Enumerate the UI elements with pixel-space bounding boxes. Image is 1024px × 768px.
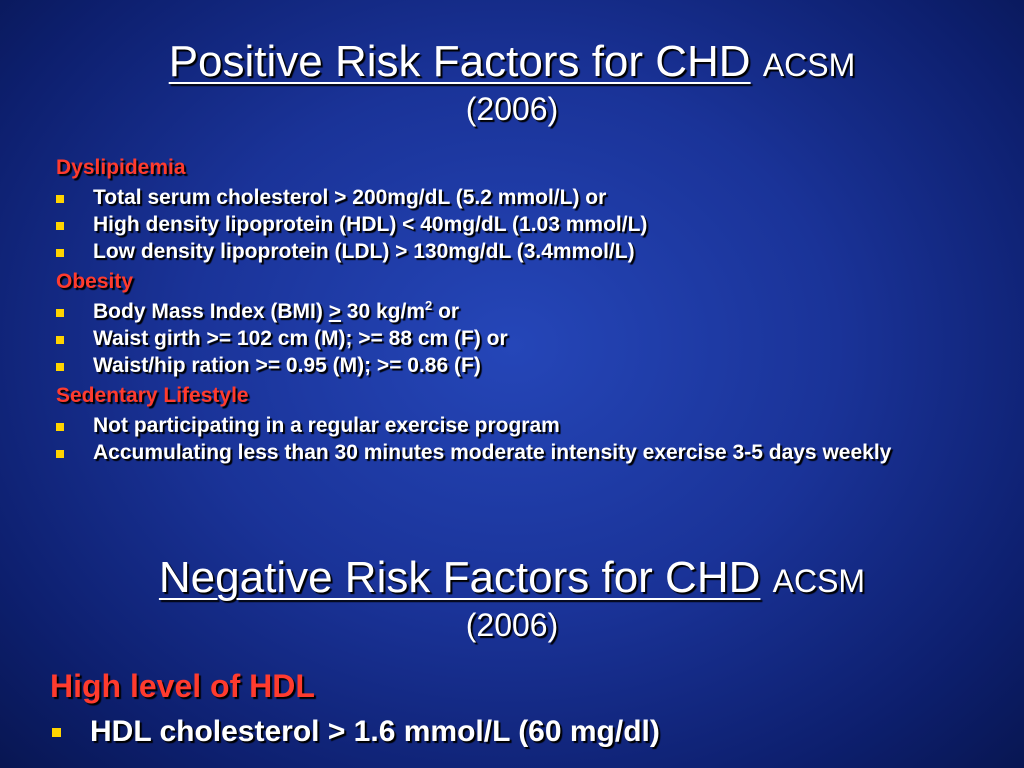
list-item: Waist/hip ration >= 0.95 (M); >= 0.86 (F… — [56, 354, 986, 378]
negative-title-year: (2006) — [465, 607, 559, 643]
list-item-text: High density lipoprotein (HDL) < 40mg/dL… — [93, 213, 648, 236]
list-item-text: Low density lipoprotein (LDL) > 130mg/dL… — [93, 240, 635, 263]
list-item-text: HDL cholesterol > 1.6 mmol/L (60 mg/dl) — [90, 715, 660, 748]
positive-title-year: (2006) — [465, 91, 559, 127]
square-bullet-icon — [56, 336, 64, 344]
list-item: HDL cholesterol > 1.6 mmol/L (60 mg/dl) — [50, 712, 980, 752]
positive-title-source: ACSM — [762, 47, 856, 83]
list-item: Not participating in a regular exercise … — [56, 414, 986, 438]
negative-title-main: Negative Risk Factors for CHD — [158, 553, 761, 602]
list-item: Total serum cholesterol > 200mg/dL (5.2 … — [56, 186, 986, 210]
list-item-text: Total serum cholesterol > 200mg/dL (5.2 … — [93, 186, 607, 209]
section-heading-sedentary: Sedentary Lifestyle — [56, 384, 249, 407]
list-item-text: Waist girth >= 102 cm (M); >= 88 cm (F) … — [93, 327, 508, 350]
square-bullet-icon — [56, 195, 64, 203]
negative-risk-title: Negative Risk Factors for CHD ACSM (2006… — [0, 554, 1024, 645]
square-bullet-icon — [56, 450, 64, 458]
bmi-suffix: or — [432, 300, 460, 323]
list-item-text: Accumulating less than 30 minutes modera… — [93, 441, 892, 464]
list-item: High density lipoprotein (HDL) < 40mg/dL… — [56, 213, 986, 237]
square-bullet-icon — [56, 249, 64, 257]
positive-risk-list: Dyslipidemia Total serum cholesterol > 2… — [56, 153, 986, 468]
square-bullet-icon — [52, 728, 61, 737]
negative-risk-list: High level of HDL HDL cholesterol > 1.6 … — [50, 666, 980, 755]
bmi-ge-symbol: > — [328, 300, 341, 323]
list-item-text: Waist/hip ration >= 0.95 (M); >= 0.86 (F… — [93, 354, 481, 377]
list-item: Waist girth >= 102 cm (M); >= 88 cm (F) … — [56, 327, 986, 351]
list-item: Low density lipoprotein (LDL) > 130mg/dL… — [56, 240, 986, 264]
bmi-prefix: Body Mass Index (BMI) — [93, 300, 329, 323]
bmi-value: 30 kg/m — [340, 300, 426, 323]
positive-title-main: Positive Risk Factors for CHD — [168, 37, 751, 86]
list-item: Body Mass Index (BMI) > 30 kg/m2 or — [56, 298, 986, 324]
list-item-text-bmi: Body Mass Index (BMI) > 30 kg/m2 or — [93, 298, 460, 323]
section-heading-obesity: Obesity — [56, 270, 134, 293]
square-bullet-icon — [56, 309, 64, 317]
square-bullet-icon — [56, 423, 64, 431]
section-heading-dyslipidemia: Dyslipidemia — [56, 156, 186, 179]
positive-risk-title: Positive Risk Factors for CHD ACSM (2006… — [0, 38, 1024, 129]
list-item: Accumulating less than 30 minutes modera… — [56, 441, 986, 465]
square-bullet-icon — [56, 363, 64, 371]
negative-title-source: ACSM — [772, 563, 866, 599]
section-heading-high-hdl: High level of HDL — [50, 668, 315, 704]
bmi-exponent: 2 — [425, 298, 433, 313]
list-item-text: Not participating in a regular exercise … — [93, 414, 560, 437]
square-bullet-icon — [56, 222, 64, 230]
